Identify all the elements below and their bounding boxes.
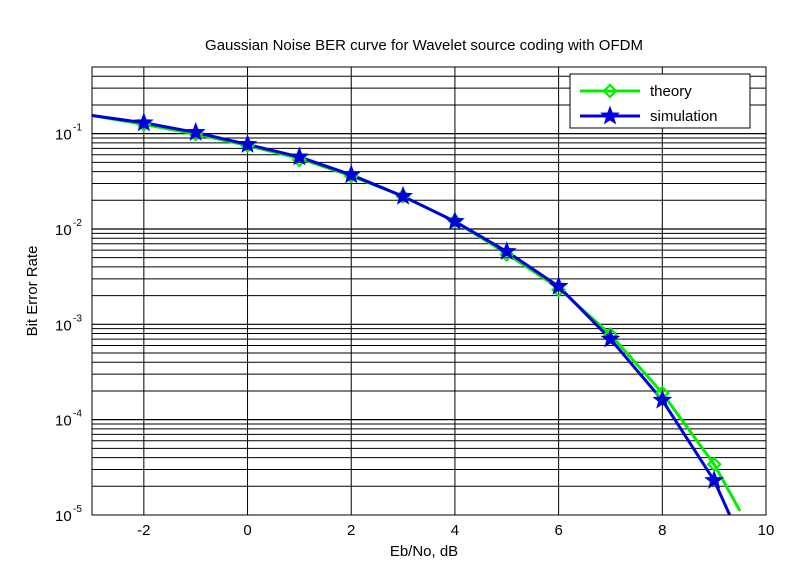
y-tick-label: 10 [55,508,72,525]
legend-box [569,73,751,129]
y-tick-exponent: -4 [73,409,82,420]
y-tick-label: 10 [55,127,72,144]
simulation-marker [548,275,569,295]
y-axis-ticks: 10-110-210-310-410-5 [55,123,82,525]
simulation-marker [496,241,517,260]
simulation-line [92,114,732,515]
simulation-marker [600,328,621,348]
x-tick-label: 8 [658,522,666,539]
y-tick-exponent: -2 [73,218,82,229]
simulation-marker [704,470,725,489]
x-tick-label: 6 [554,522,562,539]
x-tick-label: 2 [347,522,355,539]
simulation-marker [445,211,465,230]
y-tick-exponent: -1 [73,123,82,134]
y-tick-label: 10 [55,413,72,430]
legend-simulation-label: simulation [650,108,718,125]
legend: theory simulation [569,73,751,129]
x-axis-label: Eb/No, dB [390,543,458,560]
x-axis-ticks: -2 0 2 4 6 8 10 [137,522,774,539]
simulation-marker [341,164,362,184]
legend-simulation-marker [600,105,620,125]
simulation-marker [652,389,673,409]
simulation-marker [237,134,258,153]
y-axis-label: Bit Error Rate [24,246,41,337]
series-layer [92,112,742,515]
x-tick-label: 0 [243,522,251,539]
y-tick-label: 10 [55,317,72,334]
x-tick-label: 4 [451,522,459,539]
x-tick-label: -2 [137,522,150,539]
y-tick-exponent: -3 [73,313,82,324]
legend-theory-label: theory [650,83,692,100]
chart-title: Gaussian Noise BER curve for Wavelet sou… [205,37,643,54]
simulation-marker [133,112,154,132]
y-tick-label: 10 [55,222,72,239]
simulation-marker [185,122,206,141]
simulation-marker [393,185,413,205]
x-tick-label: 10 [758,522,775,539]
plot-frame [91,66,767,516]
legend-theory-marker [602,83,618,99]
y-tick-exponent: -5 [73,504,82,515]
simulation-marker [289,146,310,166]
